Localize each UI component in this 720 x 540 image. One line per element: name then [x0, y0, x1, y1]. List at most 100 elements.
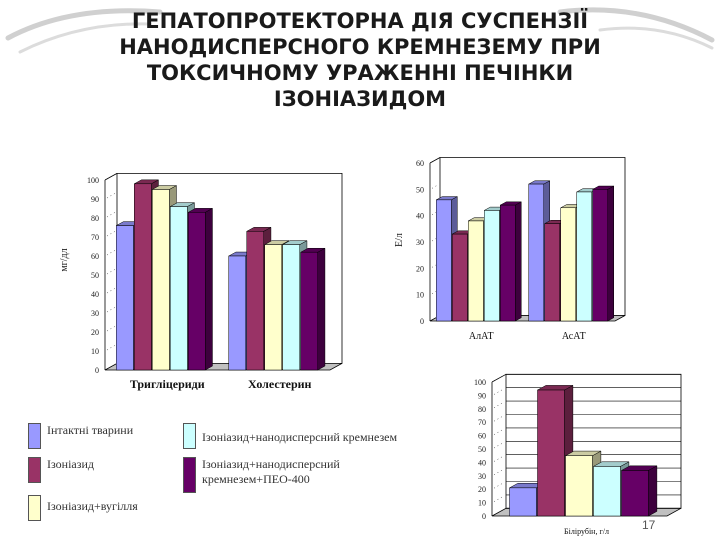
legend-swatch — [183, 423, 196, 449]
tick-mark — [106, 212, 116, 218]
bar-front — [134, 183, 152, 371]
y-tick-label: 10 — [416, 291, 424, 300]
bar-front — [500, 204, 516, 322]
title-line: ГЕПАТОПРОТЕКТОРНА ДІЯ СУСПЕНЗІЇ — [131, 9, 589, 33]
legend-swatch — [28, 423, 41, 449]
bar-front — [565, 455, 593, 517]
bar-front — [282, 244, 300, 371]
bar-side — [648, 465, 658, 517]
y-tick-label: 40 — [416, 212, 424, 221]
y-tick-label: 40 — [478, 458, 486, 467]
y-tick-label: 20 — [478, 485, 486, 494]
bar-side — [205, 207, 213, 371]
legend-item-coal: Ізоніазид+вугілля — [28, 495, 138, 521]
tick-mark — [106, 269, 116, 275]
tick-mark — [493, 442, 505, 449]
legend-label: Ізоніазид — [47, 457, 95, 471]
slide-title: ГЕПАТОПРОТЕКТОРНА ДІЯ СУСПЕНЗІЇ НАНОДИСП… — [40, 8, 680, 112]
bar-front — [537, 389, 565, 517]
y-tick-label: 30 — [91, 309, 99, 318]
y-tick-label: 0 — [95, 366, 99, 375]
tick-mark — [106, 326, 116, 332]
y-tick-label: 20 — [91, 328, 99, 337]
bar-front — [152, 189, 170, 371]
y-tick-label: 80 — [91, 214, 99, 223]
bar-side — [317, 247, 326, 371]
bar-front — [246, 231, 264, 371]
legend-swatch — [28, 457, 41, 483]
tick-mark — [106, 193, 116, 199]
tick-mark — [493, 455, 505, 462]
legend-label: Ізоніазид+нанодисперсний кремнезем — [202, 430, 398, 444]
bar-front — [509, 487, 537, 517]
y-tick-label: 90 — [91, 195, 99, 204]
y-tick-label: 50 — [416, 185, 424, 194]
tick-mark — [106, 231, 116, 237]
bar-front — [528, 183, 544, 322]
bar-front — [170, 206, 188, 371]
lipids-bar-chart: 0 10 20 30 40 50 60 70 80 90 100 Тригліцериди Холест… — [59, 172, 343, 391]
y-tick-label: 100 — [87, 176, 99, 185]
bar-side — [607, 185, 614, 322]
legend-item-nano: Ізоніазид+нанодисперсний кремнезем — [183, 423, 473, 449]
tick-mark — [106, 288, 116, 294]
tick-mark — [106, 345, 116, 351]
y-tick-label: 0 — [482, 512, 486, 521]
page-number: 17 — [642, 518, 656, 532]
tick-mark — [493, 495, 505, 502]
x-category-label: Холестерин — [248, 377, 311, 391]
x-category-label: Тригліцериди — [130, 377, 205, 391]
bar — [500, 201, 522, 322]
title-line: ТОКСИЧНОМУ УРАЖЕННІ ПЕЧІНКИ — [146, 61, 574, 85]
bar-front — [264, 244, 282, 371]
tick-mark — [493, 468, 505, 476]
bar-front — [560, 207, 576, 322]
bar-front — [593, 466, 621, 517]
tick-mark — [493, 401, 505, 409]
legend-item-nano-peo: Ізоніазид+нанодисперсний кремнезем+ПЕО-4… — [183, 457, 372, 493]
tick-mark — [431, 184, 439, 189]
legend-label: Ізоніазид+вугілля — [47, 499, 138, 513]
tick-mark — [106, 307, 116, 313]
tick-mark — [106, 174, 116, 180]
bilirubin-bar-chart: 0 10 20 30 40 50 60 70 80 90 100 Білірубін, г/л — [474, 373, 682, 536]
title-line: ІЗОНІАЗИДОМ — [273, 87, 447, 111]
y-tick-label: 30 — [478, 472, 486, 481]
bar-front — [592, 189, 608, 322]
legend-label: Ізоніазид+нанодисперсний кремнезем+ПЕО-4… — [202, 457, 340, 486]
bar-front — [621, 470, 649, 517]
tick-mark — [493, 388, 505, 395]
y-tick-label: 40 — [91, 290, 99, 299]
tick-mark — [493, 482, 505, 489]
tick-mark — [106, 364, 116, 370]
y-tick-label: 60 — [416, 159, 424, 168]
y-tick-label: 70 — [91, 233, 99, 242]
bar-front — [188, 212, 206, 371]
bar — [300, 247, 326, 371]
bar-side — [515, 201, 522, 322]
y-axis-label: мг/дл — [59, 248, 70, 271]
legend-item-intact: Інтактні тварини — [28, 423, 133, 449]
y-tick-label: 60 — [478, 432, 486, 441]
bar — [621, 465, 658, 517]
bar-front — [576, 191, 592, 322]
y-tick-label: 0 — [420, 317, 424, 326]
x-category-label: АлАТ — [469, 331, 494, 342]
bar-front — [468, 220, 484, 322]
legend: Інтактні тварини Ізоніазид+нанодисперсни… — [28, 423, 468, 523]
legend-swatch — [183, 457, 196, 493]
y-tick-label: 60 — [91, 252, 99, 261]
legend-swatch — [28, 495, 41, 521]
tick-mark — [493, 428, 505, 435]
x-category-label: Білірубін, г/л — [564, 527, 609, 536]
bar-front — [544, 223, 560, 322]
y-tick-label: 20 — [416, 264, 424, 273]
bar-front — [300, 251, 318, 371]
bar-front — [116, 225, 134, 371]
y-tick-label: 80 — [478, 405, 486, 414]
legend-label: Інтактні тварини — [47, 423, 134, 437]
bar-front — [228, 255, 246, 371]
y-axis-label: Е/л — [394, 233, 405, 247]
title-line: НАНОДИСПЕРСНОГО КРЕМНЕЗЕМУ ПРИ — [119, 35, 601, 59]
